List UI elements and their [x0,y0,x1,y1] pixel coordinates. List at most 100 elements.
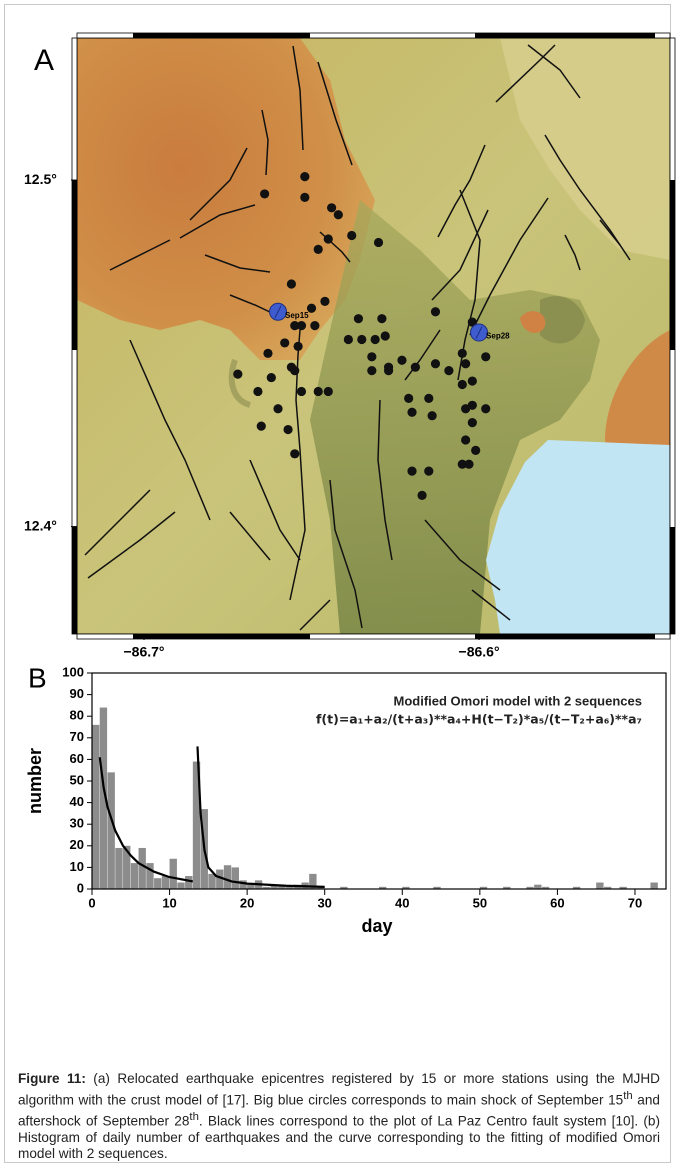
y-tick-label: 40 [70,794,84,809]
epicenter [374,238,383,247]
caption: Figure 11: (a) Relocated earthquake epic… [18,1071,660,1163]
epicenter [384,366,393,375]
epicenter [417,491,426,500]
epicenter [263,349,272,358]
histogram-bar [208,874,215,889]
epicenter [468,418,477,427]
y-tick-label: 10 [70,859,84,874]
epicenter [324,234,333,243]
epicenter [461,435,470,444]
y-tick-label: 0 [77,880,84,895]
y-tick-label: 60 [70,751,84,766]
x-tick-label: 0 [88,895,95,910]
x-tick-label: 60 [550,895,564,910]
epicenter [424,394,433,403]
epicenter [481,352,490,361]
histogram-bar [650,883,657,889]
epicenter [283,425,292,434]
caption-label: Figure 11: [18,1071,86,1086]
epicenter [233,370,242,379]
epicenter [334,210,343,219]
epicenter [481,404,490,413]
epicenter [397,356,406,365]
histogram-bar [232,867,239,889]
epicenter [407,467,416,476]
x-tick-label: 50 [473,895,487,910]
y-axis-label: number [25,748,45,814]
epicenter [464,460,473,469]
epicenter [458,380,467,389]
event-label: Sep15 [285,311,309,320]
caption-superscript: th [623,1090,632,1102]
epicenter [273,404,282,413]
histogram-bar [154,878,161,889]
histogram-bar [162,876,169,889]
x-tick-label: 30 [317,895,331,910]
y-tick-label: 50 [70,772,84,787]
epicenter [468,376,477,385]
histogram-bar [177,883,184,889]
epicenter [344,335,353,344]
x-tick-label: 10 [162,895,176,910]
y-tick-label: 30 [70,816,84,831]
epicenter [290,366,299,375]
x-tick-label: −86.7° [123,644,164,660]
histogram-bar [185,876,192,889]
caption-text: (a) Relocated earthquake epicentres regi… [18,1071,660,1107]
epicenter [327,203,336,212]
page: {"chart_data": [ {"type": "scatter", "pa… [0,0,677,1169]
histogram-bar [92,725,99,889]
epicenter [310,321,319,330]
epicenter [320,297,329,306]
epicenter [431,307,440,316]
epicenter [294,342,303,351]
epicenter [411,363,420,372]
y-tick-label: 90 [70,686,84,701]
epicenter [424,467,433,476]
epicenter [260,189,269,198]
y-tick-label: 20 [70,837,84,852]
caption-superscript: th [189,1111,198,1123]
epicenter [297,387,306,396]
epicenter [444,366,453,375]
histogram-bar [596,883,603,889]
y-tick-label: 12.5° [24,171,57,187]
epicenter [314,245,323,254]
epicenter [300,172,309,181]
y-tick-label: 70 [70,729,84,744]
epicenter [347,231,356,240]
epicenter [428,411,437,420]
epicenter [257,421,266,430]
epicenter [280,338,289,347]
event-label: Sep28 [486,332,510,341]
epicenter [357,335,366,344]
histogram-bar [224,865,231,889]
epicenter [367,352,376,361]
histogram-bar [108,772,115,889]
x-tick-label: 70 [628,895,642,910]
epicenter [461,404,470,413]
epicenter [461,359,470,368]
epicenter [290,321,299,330]
x-tick-label: 40 [395,895,409,910]
epicenter [267,373,276,382]
epicenter [354,314,363,323]
histogram-bar [247,885,254,889]
epicenter [290,449,299,458]
y-tick-label: 12.4° [24,517,57,533]
annotation-title: Modified Omori model with 2 sequences [394,693,643,708]
panel-label: A [34,44,54,77]
epicenter [371,335,380,344]
y-tick-label: 100 [62,664,84,679]
epicenter [324,387,333,396]
y-tick-label: 80 [70,708,84,723]
histogram-bar [115,848,122,889]
histogram-bar [534,885,541,889]
histogram-bar [131,863,138,889]
x-tick-label: −86.6° [459,644,500,660]
epicenter [431,359,440,368]
histogram-bar [170,859,177,889]
x-axis-label: day [361,916,392,936]
epicenter [458,349,467,358]
